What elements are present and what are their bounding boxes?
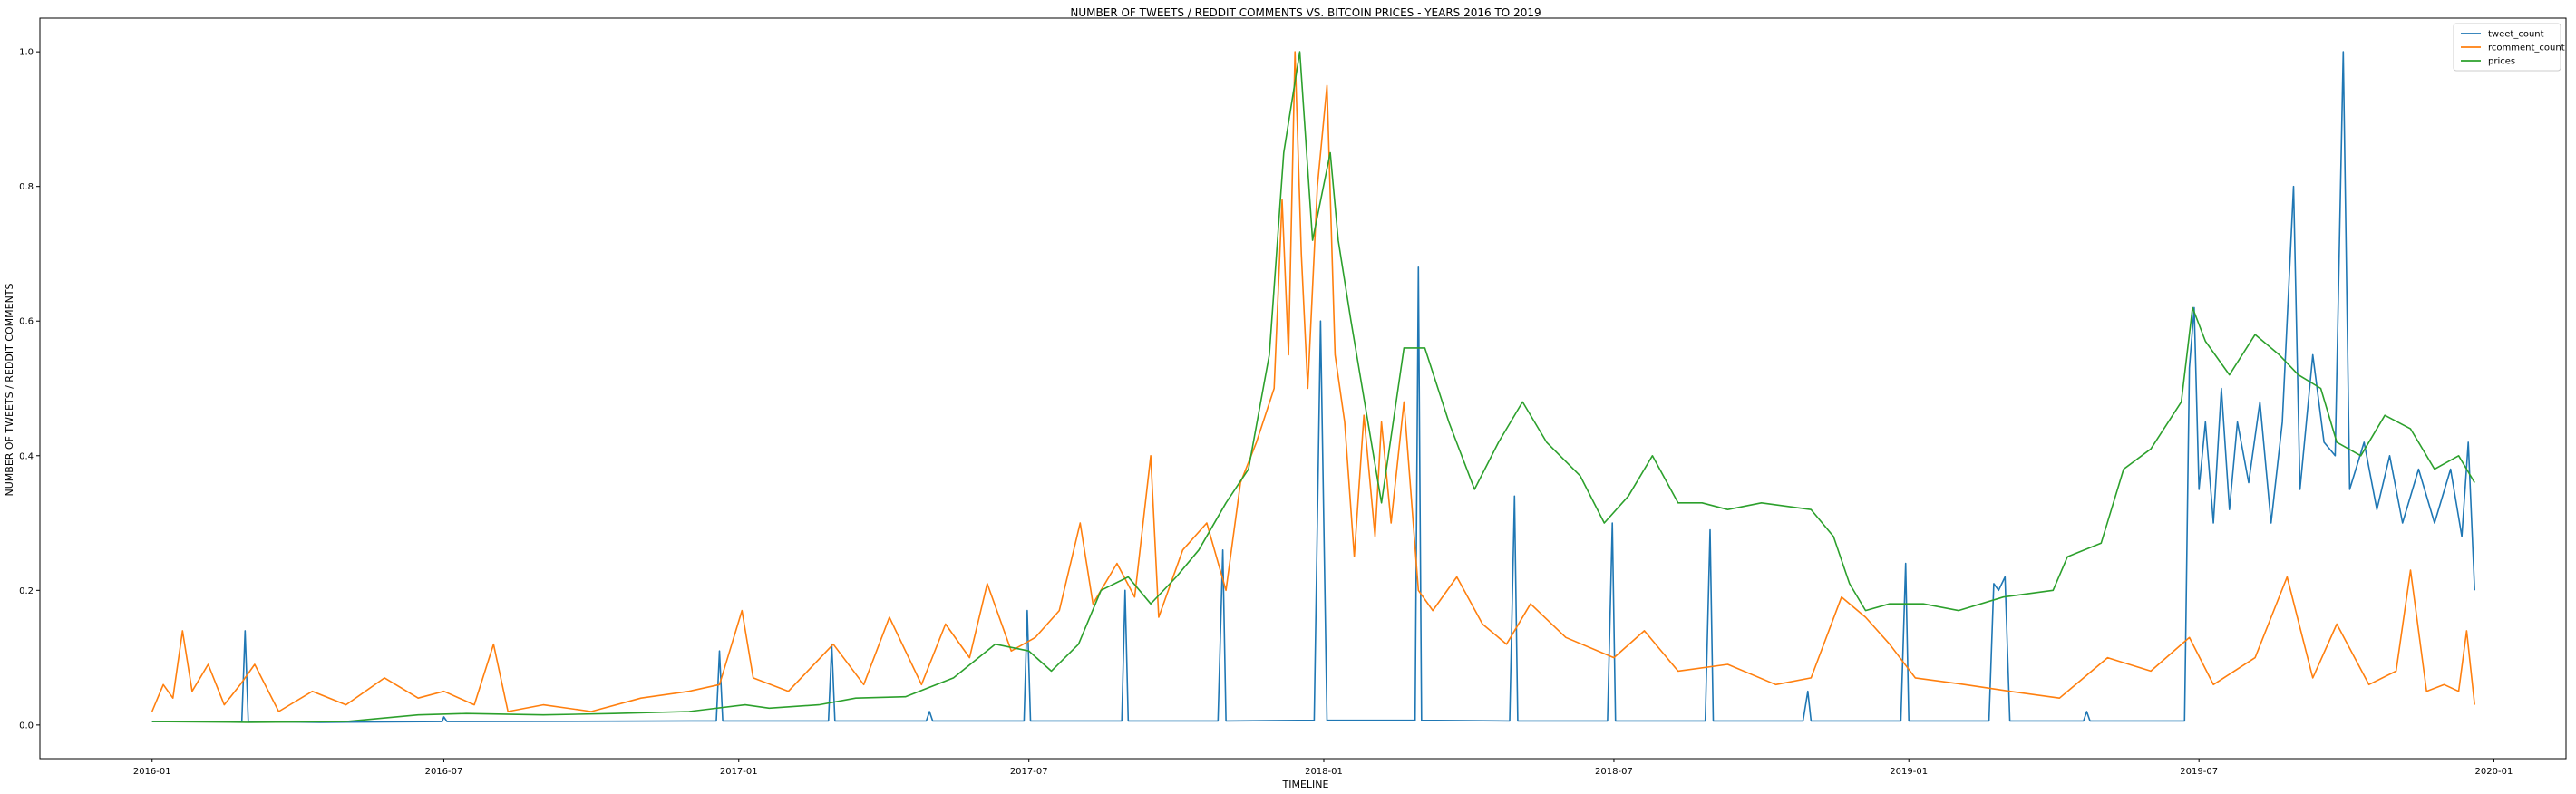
y-tick-label: 0.8 (19, 182, 34, 192)
legend-label-rcomment-count: rcomment_count (2488, 44, 2565, 53)
x-tick-label: 2017-07 (1010, 767, 1048, 777)
x-tick-label: 2018-07 (1595, 767, 1633, 777)
x-tick-label: 2016-07 (425, 767, 463, 777)
y-axis-label: NUMBER OF TWEETS / REDDIT COMMENTS (4, 283, 15, 496)
series-line-tweet-count (151, 51, 2475, 723)
y-tick-label: 0.4 (19, 451, 34, 461)
x-tick-label: 2018-01 (1305, 767, 1343, 777)
legend-label-prices: prices (2488, 57, 2515, 67)
x-axis-label: TIMELINE (1282, 779, 1329, 790)
series-line-prices (151, 51, 2475, 723)
x-tick-label: 2020-01 (2475, 767, 2513, 777)
y-tick-label: 0.0 (19, 721, 34, 731)
y-tick-label: 0.6 (19, 317, 34, 327)
y-tick-label: 0.2 (19, 586, 34, 596)
x-tick-label: 2019-01 (1890, 767, 1928, 777)
legend-label-tweet-count: tweet_count (2488, 30, 2544, 40)
series-line-rcomment-count (151, 51, 2475, 712)
legend-box (2453, 23, 2561, 72)
x-tick-label: 2016-01 (133, 767, 171, 777)
chart-title: NUMBER OF TWEETS / REDDIT COMMENTS VS. B… (1070, 6, 1541, 19)
x-tick-label: 2017-01 (720, 767, 758, 777)
plot-layer: 2016-01 2016-07 2017-01 2017-07 2018-01 2018-… (19, 17, 2567, 777)
y-tick-label: 1.0 (19, 48, 34, 58)
x-tick-label: 2019-07 (2180, 767, 2218, 777)
plot-frame (39, 17, 2567, 760)
